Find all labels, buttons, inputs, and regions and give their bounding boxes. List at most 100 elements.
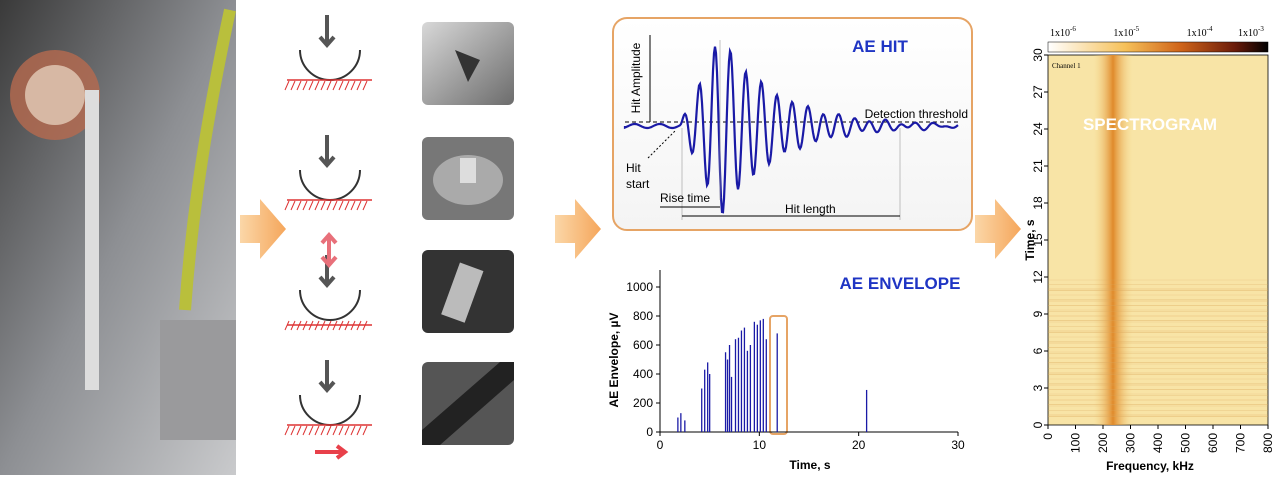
hatch xyxy=(357,201,361,210)
label: Hit xyxy=(626,161,641,175)
hatch xyxy=(315,81,319,90)
axis-label: AE Envelope, µV xyxy=(607,313,621,408)
y-tick-label: 600 xyxy=(633,338,653,352)
hatch xyxy=(297,81,301,90)
hatch xyxy=(315,426,319,435)
y-tick-label: 6 xyxy=(1031,347,1045,354)
hatch xyxy=(285,426,289,435)
exponent: -6 xyxy=(1070,25,1076,33)
hatch xyxy=(351,426,355,435)
down-arrow xyxy=(320,15,334,45)
photo xyxy=(0,0,236,475)
hatch xyxy=(309,81,313,90)
hatch xyxy=(327,201,331,210)
base: 1x10 xyxy=(1050,28,1070,39)
label: Rise time xyxy=(660,191,710,205)
hatch xyxy=(315,201,319,210)
down-arrow xyxy=(320,135,334,165)
x-tick-label: 500 xyxy=(1179,433,1193,453)
chart-title: AE ENVELOPE xyxy=(840,274,961,293)
y-tick-label: 400 xyxy=(633,367,653,381)
hatch xyxy=(285,201,289,210)
hatch xyxy=(339,81,343,90)
ae-hit-panel: AE HIT Hit Amplitude Detection threshold… xyxy=(613,18,972,230)
x-tick-label: 10 xyxy=(753,438,767,452)
indenter xyxy=(300,50,360,80)
hatch xyxy=(321,81,325,90)
hatch xyxy=(321,426,325,435)
hatch xyxy=(309,201,313,210)
y-tick-label: 15 xyxy=(1031,233,1045,247)
hatch xyxy=(345,201,349,210)
axis-label: Hit Amplitude xyxy=(629,42,643,113)
hatch xyxy=(297,426,301,435)
exponent: -5 xyxy=(1133,25,1139,33)
spectrogram: Channel 1 SPECTROGRAM Frequency, kHz Tim… xyxy=(1023,25,1275,473)
indenter xyxy=(300,395,360,425)
label: Channel 1 xyxy=(1052,62,1081,70)
arrow xyxy=(240,199,286,259)
axis-label: Frequency, kHz xyxy=(1106,459,1194,473)
hatch xyxy=(357,426,361,435)
y-tick-label: 800 xyxy=(633,309,653,323)
y-tick-label: 12 xyxy=(1031,270,1045,284)
label: Detection threshold xyxy=(865,107,968,121)
label: start xyxy=(626,177,650,191)
y-tick-label: 27 xyxy=(1031,85,1045,99)
hatch xyxy=(345,426,349,435)
x-tick-label: 100 xyxy=(1069,433,1083,453)
y-tick-label: 200 xyxy=(633,396,653,410)
y-tick-label: 21 xyxy=(1031,159,1045,173)
y-tick-label: 24 xyxy=(1031,122,1045,136)
pink-arrow xyxy=(315,446,345,458)
hatch xyxy=(339,426,343,435)
highlight xyxy=(770,316,787,434)
indenter xyxy=(300,290,360,320)
hatch xyxy=(327,81,331,90)
chart-title: SPECTROGRAM xyxy=(1083,115,1217,134)
down-arrow xyxy=(320,360,334,390)
y-tick-label: 1000 xyxy=(626,280,653,294)
arrow xyxy=(975,199,1021,259)
pink-arrow xyxy=(322,235,336,265)
y-tick-label: 0 xyxy=(646,425,653,439)
hatch xyxy=(363,81,367,90)
sem-images xyxy=(422,22,514,445)
colorbar-label: 1x10-3 xyxy=(1238,25,1264,39)
exponent: -3 xyxy=(1258,25,1264,33)
x-tick-label: 700 xyxy=(1234,433,1248,453)
x-tick-label: 20 xyxy=(852,438,866,452)
hatch xyxy=(351,201,355,210)
colorbar-label: 1x10-6 xyxy=(1050,25,1076,39)
hatch xyxy=(291,201,295,210)
base: 1x10 xyxy=(1187,28,1207,39)
figure: AE HIT Hit Amplitude Detection threshold… xyxy=(0,0,1277,475)
hatch xyxy=(309,426,313,435)
indenter xyxy=(300,170,360,200)
x-tick-label: 800 xyxy=(1261,433,1275,453)
y-tick-label: 18 xyxy=(1031,196,1045,210)
hatch xyxy=(363,201,367,210)
y-tick-label: 9 xyxy=(1031,310,1045,317)
hatch xyxy=(303,426,307,435)
axis-label: Time, s xyxy=(789,458,830,472)
exponent: -4 xyxy=(1207,25,1213,33)
x-tick-label: 30 xyxy=(951,438,965,452)
x-tick-label: 600 xyxy=(1206,433,1220,453)
y-tick-label: 0 xyxy=(1031,421,1045,428)
hatch xyxy=(291,81,295,90)
x-tick-label: 400 xyxy=(1151,433,1165,453)
colorbar-label: 1x10-5 xyxy=(1113,25,1139,39)
base: 1x10 xyxy=(1238,28,1258,39)
colorbar-label: 1x10-4 xyxy=(1187,25,1213,39)
ae-envelope-chart: AE ENVELOPE Time, s AE Envelope, µV 0 200… xyxy=(607,270,965,472)
hatch xyxy=(363,426,367,435)
hatch xyxy=(303,201,307,210)
hatch xyxy=(333,201,337,210)
hatch xyxy=(345,81,349,90)
x-tick-label: 0 xyxy=(1041,433,1055,440)
x-tick-label: 200 xyxy=(1096,433,1110,453)
hatch xyxy=(351,81,355,90)
arrow xyxy=(555,199,601,259)
x-tick-label: 300 xyxy=(1124,433,1138,453)
